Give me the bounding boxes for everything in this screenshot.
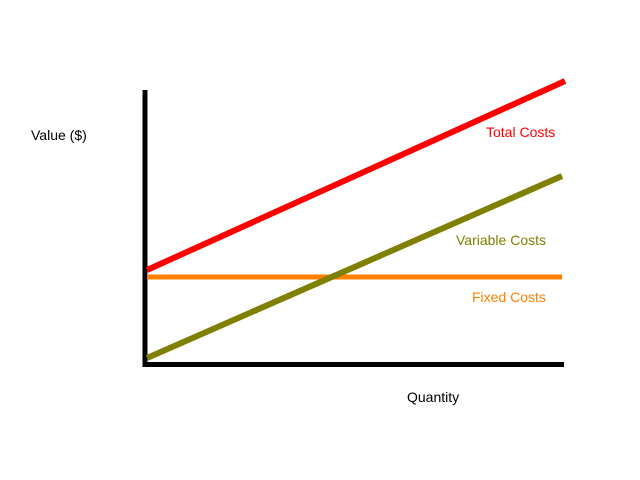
total-costs-line xyxy=(145,78,567,273)
x-axis-label: Quantity xyxy=(407,389,460,405)
fixed-costs-label: Fixed Costs xyxy=(472,289,546,305)
y-axis-label: Value ($) xyxy=(31,127,87,143)
total-costs-label: Total Costs xyxy=(486,124,556,140)
variable-costs-label: Variable Costs xyxy=(456,232,547,248)
variable-costs-line xyxy=(145,173,564,361)
